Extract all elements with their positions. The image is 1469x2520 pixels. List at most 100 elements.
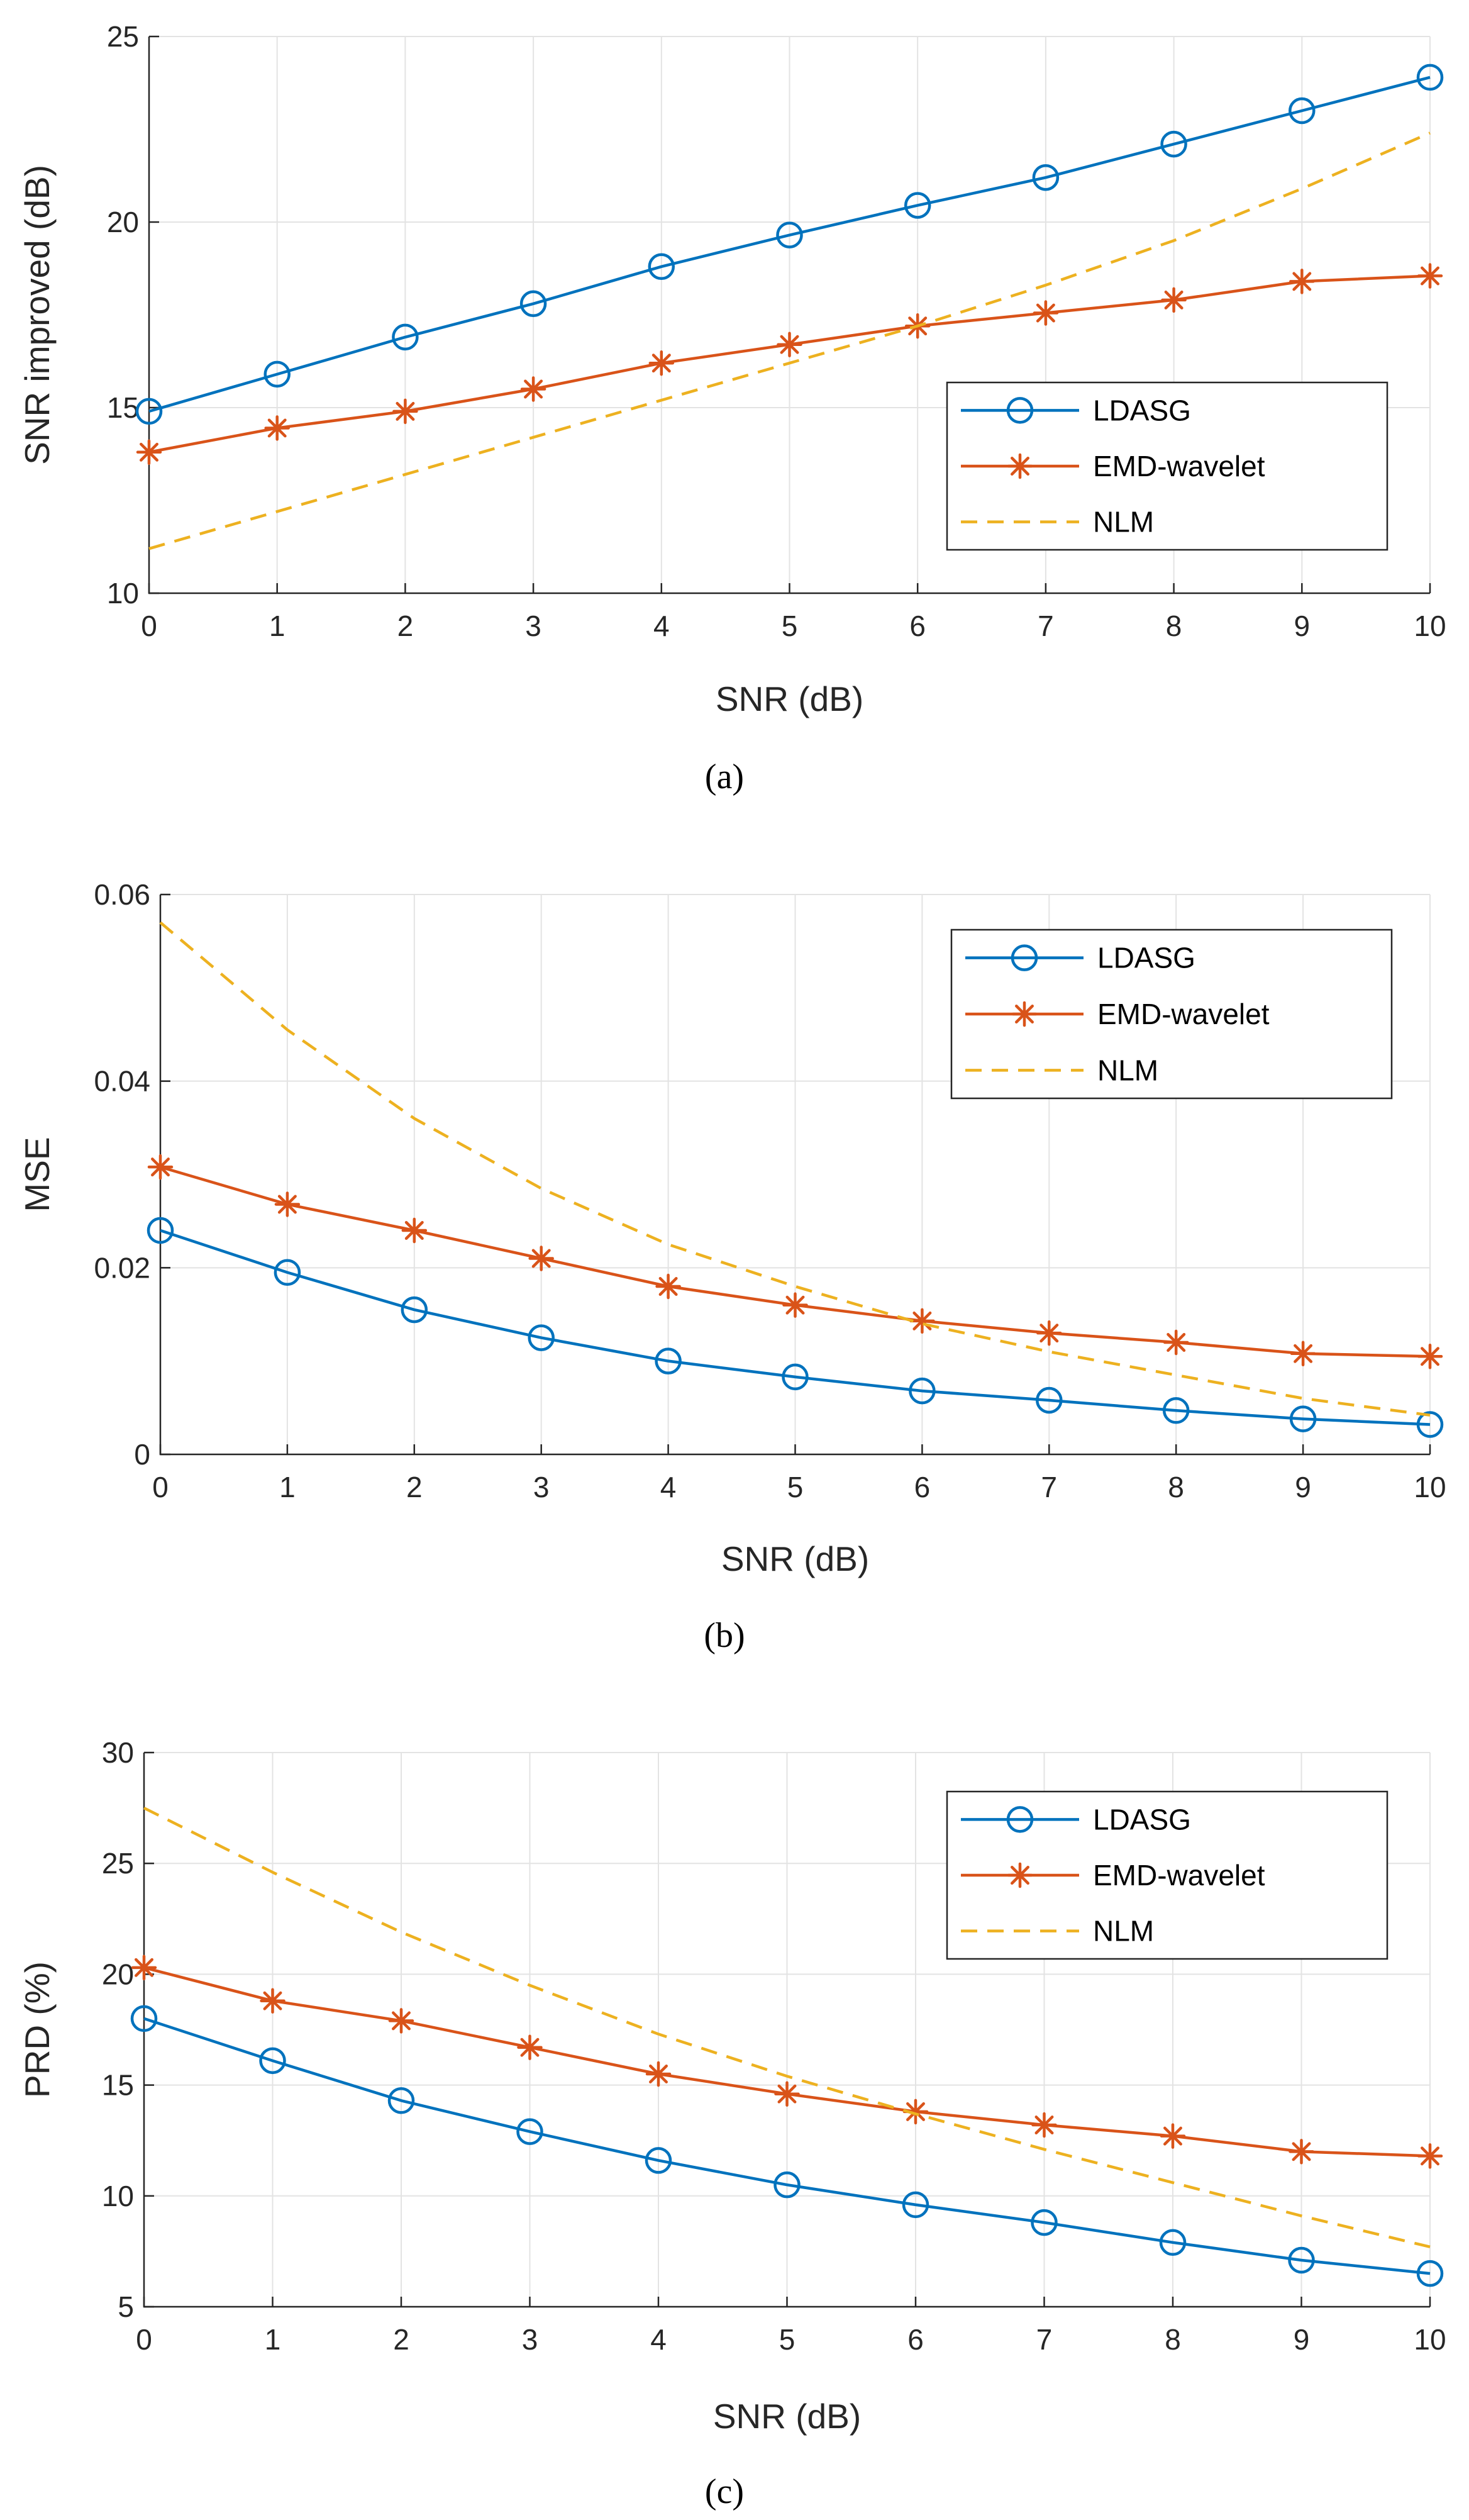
series-ldasg bbox=[147, 1217, 1444, 1438]
data-point bbox=[1417, 263, 1443, 289]
data-point bbox=[1160, 2123, 1186, 2149]
x-tick-label: 6 bbox=[909, 610, 926, 642]
data-point bbox=[1036, 1320, 1062, 1346]
data-point bbox=[401, 1296, 428, 1324]
data-point bbox=[387, 2087, 415, 2114]
x-tick-label: 10 bbox=[1414, 1471, 1446, 1503]
data-point bbox=[648, 350, 675, 376]
data-point bbox=[259, 2047, 286, 2075]
x-tick-label: 10 bbox=[1414, 610, 1446, 642]
data-point bbox=[1289, 269, 1315, 294]
data-point bbox=[1033, 300, 1059, 326]
data-point bbox=[388, 2008, 414, 2034]
series-line bbox=[143, 1807, 1431, 2249]
data-point bbox=[1032, 164, 1060, 191]
data-point bbox=[1416, 2260, 1444, 2287]
data-point bbox=[260, 1988, 285, 2014]
legend-swatch-marker bbox=[1011, 944, 1038, 971]
x-tick-label: 1 bbox=[269, 610, 285, 642]
data-point bbox=[401, 1217, 428, 1244]
x-tick-label: 2 bbox=[397, 610, 414, 642]
data-point bbox=[1289, 97, 1316, 125]
data-point bbox=[902, 2099, 929, 2125]
y-tick-label: 20 bbox=[107, 206, 139, 238]
data-point bbox=[528, 1324, 555, 1351]
data-point bbox=[645, 2147, 672, 2174]
data-point bbox=[1289, 2139, 1314, 2165]
x-tick-label: 7 bbox=[1036, 2323, 1053, 2356]
x-tick-label: 4 bbox=[660, 1471, 677, 1503]
data-point bbox=[655, 1273, 681, 1300]
legend: LDASG EMD-wavelet NLM bbox=[946, 381, 1389, 551]
y-tick-label: 25 bbox=[102, 1847, 134, 1880]
chart-3: 0 1 2 3 4 5 6 7 8 9 10 5 10 15 20 25 30 SNR (dB) PRD (%) LD… bbox=[18, 1736, 1446, 2511]
x-tick-label: 5 bbox=[779, 2323, 795, 2356]
legend: LDASG EMD-wavelet NLM bbox=[950, 928, 1393, 1100]
y-tick-label: 10 bbox=[102, 2180, 134, 2212]
x-tick-label: 3 bbox=[522, 2323, 538, 2356]
legend-entry: LDASG bbox=[1093, 394, 1191, 427]
chart-1: 0 1 2 3 4 5 6 7 8 9 10 10 15 20 25 SNR (dB) SNR improved… bbox=[18, 20, 1446, 796]
legend-swatch-marker bbox=[1006, 1806, 1034, 1833]
legend-entry: EMD-wavelet bbox=[1093, 1859, 1265, 1892]
data-point bbox=[774, 2081, 800, 2107]
data-point bbox=[1031, 2112, 1057, 2138]
x-tick-label: 9 bbox=[1295, 1471, 1311, 1503]
data-point bbox=[130, 2005, 158, 2032]
data-point bbox=[1289, 1405, 1317, 1432]
x-tick-label: 7 bbox=[1038, 610, 1054, 642]
legend-entry: LDASG bbox=[1093, 1803, 1191, 1836]
data-point bbox=[1416, 1411, 1444, 1438]
series-ldasg bbox=[130, 2005, 1444, 2287]
y-tick-label: 0.04 bbox=[94, 1065, 150, 1098]
x-tick-label: 1 bbox=[265, 2323, 281, 2356]
x-axis-label: SNR (dB) bbox=[716, 679, 863, 718]
y-tick-label: 15 bbox=[102, 2069, 134, 2102]
x-tick-label: 6 bbox=[914, 1471, 931, 1503]
data-point bbox=[519, 290, 547, 318]
series-line bbox=[148, 75, 1431, 413]
figure-caption: (a) bbox=[705, 757, 744, 796]
data-point bbox=[528, 1246, 554, 1271]
series-emd-wavelet bbox=[136, 263, 1443, 466]
x-tick-label: 0 bbox=[141, 610, 157, 642]
series-nlm bbox=[159, 921, 1431, 1417]
x-tick-label: 3 bbox=[525, 610, 541, 642]
data-point bbox=[655, 1347, 682, 1374]
data-point bbox=[274, 1259, 301, 1286]
x-tick-label: 10 bbox=[1414, 2323, 1446, 2356]
series-nlm bbox=[143, 1807, 1431, 2249]
x-tick-label: 0 bbox=[136, 2323, 152, 2356]
x-tick-label: 4 bbox=[650, 2323, 667, 2356]
data-point bbox=[263, 360, 291, 388]
x-tick-label: 0 bbox=[152, 1471, 169, 1503]
data-point bbox=[902, 2191, 929, 2219]
legend-swatch-marker bbox=[1007, 1862, 1033, 1888]
legend-entry: NLM bbox=[1093, 1915, 1154, 1948]
legend-entry: LDASG bbox=[1097, 942, 1195, 974]
y-tick-label: 20 bbox=[102, 1958, 134, 1990]
series-line bbox=[160, 1229, 1431, 1426]
data-point bbox=[904, 192, 931, 219]
data-point bbox=[1160, 130, 1187, 158]
data-point bbox=[1290, 1341, 1316, 1367]
y-tick-label: 15 bbox=[107, 391, 139, 424]
x-tick-label: 6 bbox=[907, 2323, 924, 2356]
x-axis-label: SNR (dB) bbox=[713, 2397, 861, 2436]
x-axis-label: SNR (dB) bbox=[721, 1539, 869, 1578]
legend-swatch-marker bbox=[1007, 453, 1033, 479]
data-point bbox=[1163, 1329, 1189, 1356]
data-point bbox=[520, 376, 546, 402]
x-tick-label: 4 bbox=[653, 610, 670, 642]
legend-entry: NLM bbox=[1097, 1054, 1158, 1086]
x-tick-label: 8 bbox=[1166, 610, 1182, 642]
x-tick-label: 5 bbox=[787, 1471, 804, 1503]
data-point bbox=[131, 1954, 157, 1981]
series-line bbox=[148, 131, 1431, 550]
data-point bbox=[1031, 2209, 1058, 2236]
x-tick-label: 5 bbox=[782, 610, 798, 642]
y-tick-label: 0 bbox=[134, 1438, 150, 1471]
series-line bbox=[143, 2017, 1431, 2275]
data-point bbox=[147, 1154, 174, 1180]
x-tick-label: 2 bbox=[393, 2323, 409, 2356]
